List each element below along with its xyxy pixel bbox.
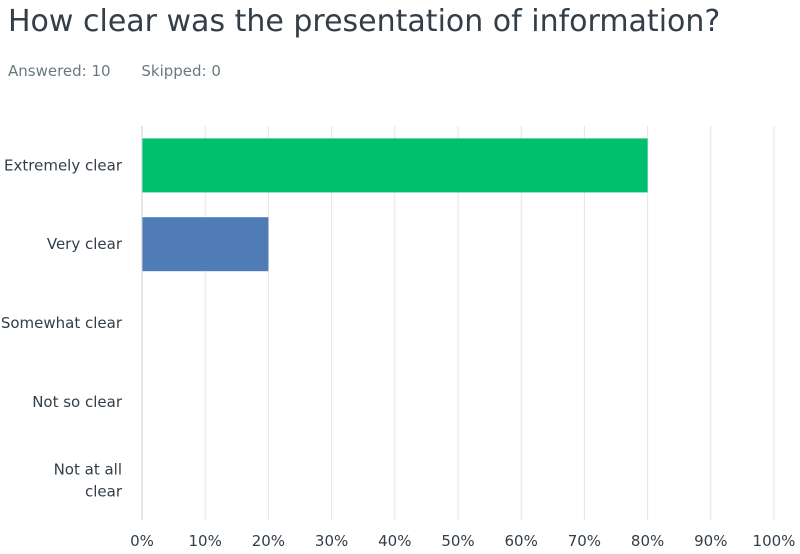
bar-extremely-clear: [142, 138, 648, 193]
skipped-count: Skipped: 0: [141, 62, 221, 80]
category-label: Not so clear: [32, 393, 123, 411]
x-tick-label: 20%: [252, 532, 285, 550]
x-tick-label: 40%: [378, 532, 411, 550]
category-labels: Extremely clear Very clear Somewhat clear N…: [1, 156, 123, 500]
bar-very-clear: [142, 217, 269, 272]
tick-labels: 0% 10% 20% 30% 40% 50% 60% 70% 80% 90% 100%: [130, 532, 795, 550]
response-stats: Answered: 10 Skipped: 0: [8, 62, 247, 80]
x-tick-label: 30%: [315, 532, 348, 550]
category-label: Very clear: [47, 235, 123, 253]
x-tick-label: 60%: [505, 532, 538, 550]
x-tick-label: 10%: [189, 532, 222, 550]
x-tick-label: 80%: [631, 532, 664, 550]
x-tick-label: 70%: [568, 532, 601, 550]
category-label: Not at all clear: [54, 461, 123, 501]
x-tick-label: 50%: [441, 532, 474, 550]
bars: [142, 138, 648, 272]
category-label: Extremely clear: [4, 156, 123, 174]
answered-count: Answered: 10: [8, 62, 111, 80]
question-title: How clear was the presentation of inform…: [8, 4, 721, 39]
x-tick-label: 100%: [753, 532, 796, 550]
category-label: Somewhat clear: [1, 314, 123, 332]
x-tick-label: 90%: [694, 532, 727, 550]
x-tick-label: 0%: [130, 532, 154, 550]
